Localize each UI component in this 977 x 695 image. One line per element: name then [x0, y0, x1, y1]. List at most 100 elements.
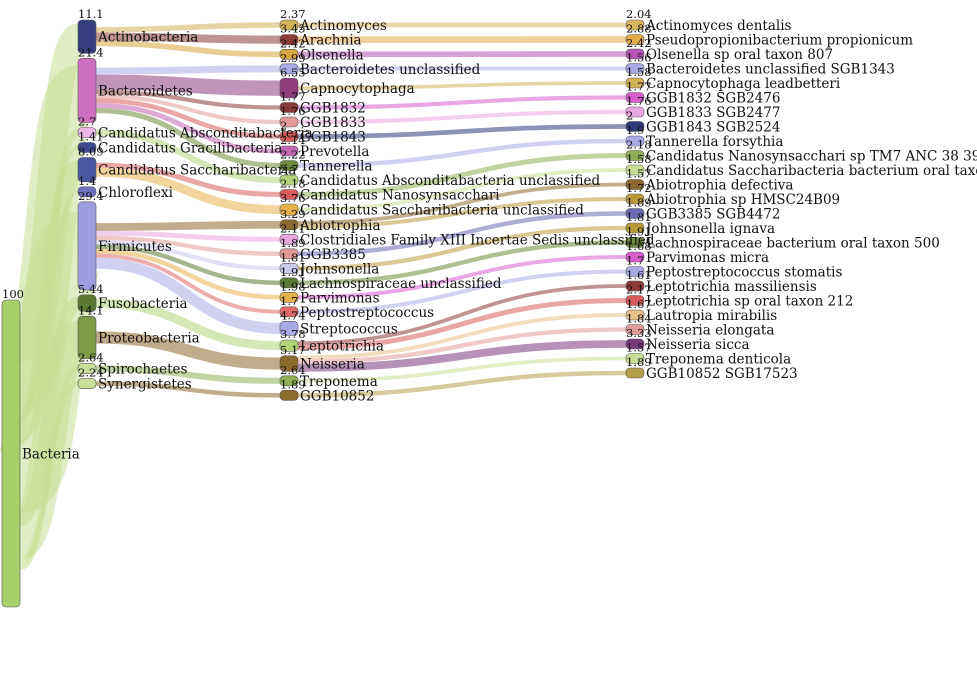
node-s_nanosynsacchari_tm7[interactable]	[625, 150, 645, 161]
node-label-leptotrichia: Leptotrichia	[300, 339, 384, 355]
flow-link-cand_sacchari_uncl-s_saccharibacteria_955	[297, 168, 627, 212]
node-value-s_abiotrophia_defectiva: 1.57	[626, 167, 652, 181]
node-s_lepto_massiliensis[interactable]	[625, 280, 645, 292]
node-value-cand_saccharibacteria: 8.09	[78, 145, 104, 159]
flow-link-bacteria-proteobacteria	[11, 320, 87, 559]
labels-layer: 100Bacteria11.1Actinobacteria21.4Bactero…	[2, 7, 977, 463]
node-s_ggb1843_sgb2524[interactable]	[625, 121, 645, 132]
node-peptostreptococcus[interactable]	[279, 306, 299, 318]
flow-link-bacteroidetes-ggb1843	[95, 98, 281, 139]
node-parvimonas[interactable]	[279, 291, 299, 303]
flow-link-abiotrophia-s_abiotrophia_defectiva	[297, 182, 627, 225]
node-s_pseudopropioni[interactable]	[625, 34, 645, 45]
node-tannerella[interactable]	[279, 160, 299, 171]
node-capnocytophaga[interactable]	[279, 78, 299, 99]
node-ggb1843[interactable]	[279, 131, 299, 142]
node-value-clostridiales_xiii: 2.11	[280, 221, 306, 235]
node-s_pepto_stomatis[interactable]	[625, 266, 645, 277]
node-leptotrichia[interactable]	[279, 339, 299, 352]
node-cand_abscond_uncl[interactable]	[279, 174, 299, 186]
node-label-cand_abscond_uncl: Candidatus Absconditabacteria unclassifi…	[300, 173, 600, 189]
node-actinomyces[interactable]	[279, 19, 299, 31]
node-cand_gracilibacteria[interactable]	[77, 142, 97, 153]
node-value-s_ggb1832_sgb2476: 1.77	[626, 80, 652, 94]
node-abiotrophia[interactable]	[279, 219, 299, 231]
node-s_olsenella_807[interactable]	[625, 48, 645, 60]
node-s_bacteroidetes_sgb1343[interactable]	[625, 63, 645, 74]
node-label-olsenella: Olsenella	[300, 47, 364, 63]
node-label-proteobacteria: Proteobacteria	[98, 330, 200, 346]
node-arachnia[interactable]	[279, 34, 299, 46]
node-value-s_pseudopropioni: 2.88	[626, 22, 652, 36]
node-chloroflexi[interactable]	[77, 186, 97, 198]
node-s_capno_leadbetteri[interactable]	[625, 77, 645, 89]
node-s_lachno_500[interactable]	[625, 237, 645, 248]
node-value-ggb1832: 1.77	[280, 90, 306, 104]
node-value-cand_nanosynsacchari: 2.18	[280, 177, 306, 191]
node-s_abiotrophia_hmsc[interactable]	[625, 193, 645, 205]
node-proteobacteria[interactable]	[77, 315, 97, 359]
node-cand_nanosynsacchari[interactable]	[279, 189, 299, 200]
node-fusobacteria[interactable]	[77, 294, 97, 312]
node-label-s_ggb10852_sgb17523: GGB10852 SGB17523	[646, 366, 798, 382]
node-cand_sacchari_uncl[interactable]	[279, 203, 299, 216]
node-s_abiotrophia_defectiva[interactable]	[625, 179, 645, 190]
node-prevotella[interactable]	[279, 145, 299, 157]
node-s_parvimonas_micra[interactable]	[625, 251, 645, 263]
node-s_ggb1833_sgb2477[interactable]	[625, 106, 645, 118]
node-value-s_capno_leadbetteri: 1.58	[626, 65, 652, 79]
node-s_tannerella_forsythia[interactable]	[625, 135, 645, 147]
node-actinobacteria[interactable]	[77, 19, 97, 54]
node-lachnospiraceae_uncl[interactable]	[279, 277, 299, 289]
node-value-lachnospiraceae_uncl: 1.91	[280, 265, 306, 279]
node-cand_saccharibacteria[interactable]	[77, 157, 97, 183]
node-value-chloroflexi: 1.4	[78, 174, 96, 188]
node-treponema[interactable]	[279, 375, 299, 387]
node-label-s_parvimonas_micra: Parvimonas micra	[646, 250, 769, 266]
node-bacteria[interactable]	[1, 299, 21, 608]
node-label-bacteroidetes: Bacteroidetes	[98, 83, 193, 99]
node-neisseria[interactable]	[279, 355, 299, 372]
node-cand_absconditabacteria[interactable]	[77, 127, 97, 138]
node-s_ggb1832_sgb2476[interactable]	[625, 92, 645, 103]
node-ggb1833[interactable]	[279, 116, 299, 128]
node-s_neisseria_elongata[interactable]	[625, 324, 645, 335]
node-s_ggb3385_sgb4472[interactable]	[625, 208, 645, 219]
node-s_lautropia_mirabilis[interactable]	[625, 309, 645, 321]
node-value-johnsonella: 1.81	[280, 250, 306, 264]
node-value-s_ggb1843_sgb2524: 2	[626, 109, 633, 123]
node-s_ggb10852_sgb17523[interactable]	[625, 367, 645, 379]
node-synergistetes[interactable]	[77, 378, 97, 389]
node-value-arachnia: 3.45	[280, 22, 306, 36]
node-value-cand_gracilibacteria: 1.41	[78, 130, 104, 144]
node-ggb10852[interactable]	[279, 390, 299, 401]
node-value-cand_abscond_uncl: 2.7	[280, 162, 298, 176]
node-label-s_pseudopropioni: Pseudopropionibacterium propionicum	[646, 33, 913, 49]
node-label-cand_nanosynsacchari: Candidatus Nanosynsacchari	[300, 188, 500, 204]
node-olsenella[interactable]	[279, 49, 299, 60]
flow-link-bacteria-synergistetes	[19, 380, 79, 571]
flow-link-cand_saccharibacteria-cand_nanosynsacchari	[95, 162, 281, 198]
flow-link-firmicutes-abiotrophia	[95, 220, 281, 231]
node-value-s_neisseria_sicca: 3.33	[626, 326, 652, 340]
node-label-streptococcus: Streptococcus	[300, 321, 398, 337]
node-s_lepto_212[interactable]	[625, 295, 645, 306]
node-bacteroidetes_uncl[interactable]	[279, 63, 299, 75]
node-johnsonella[interactable]	[279, 262, 299, 274]
node-s_treponema_denticola[interactable]	[625, 353, 645, 364]
node-spirochaetes[interactable]	[77, 363, 97, 374]
node-bacteroidetes[interactable]	[77, 57, 97, 123]
flow-link-firmicutes-clostridiales_xiii	[95, 230, 281, 242]
node-s_neisseria_sicca[interactable]	[625, 338, 645, 350]
node-streptococcus[interactable]	[279, 320, 299, 336]
node-s_actinomyces_dentalis[interactable]	[625, 19, 645, 31]
node-s_johnsonella_ignava[interactable]	[625, 222, 645, 234]
node-firmicutes[interactable]	[77, 201, 97, 291]
node-value-bacteria: 100	[2, 287, 24, 301]
node-clostridiales_xiii[interactable]	[279, 233, 299, 245]
node-ggb3385[interactable]	[279, 248, 299, 260]
node-ggb1832[interactable]	[279, 102, 299, 113]
node-s_saccharibacteria_955[interactable]	[625, 164, 645, 176]
node-label-chloroflexi: Chloroflexi	[98, 185, 174, 201]
flow-link-neisseria-s_lautropia_mirabilis	[297, 313, 627, 360]
